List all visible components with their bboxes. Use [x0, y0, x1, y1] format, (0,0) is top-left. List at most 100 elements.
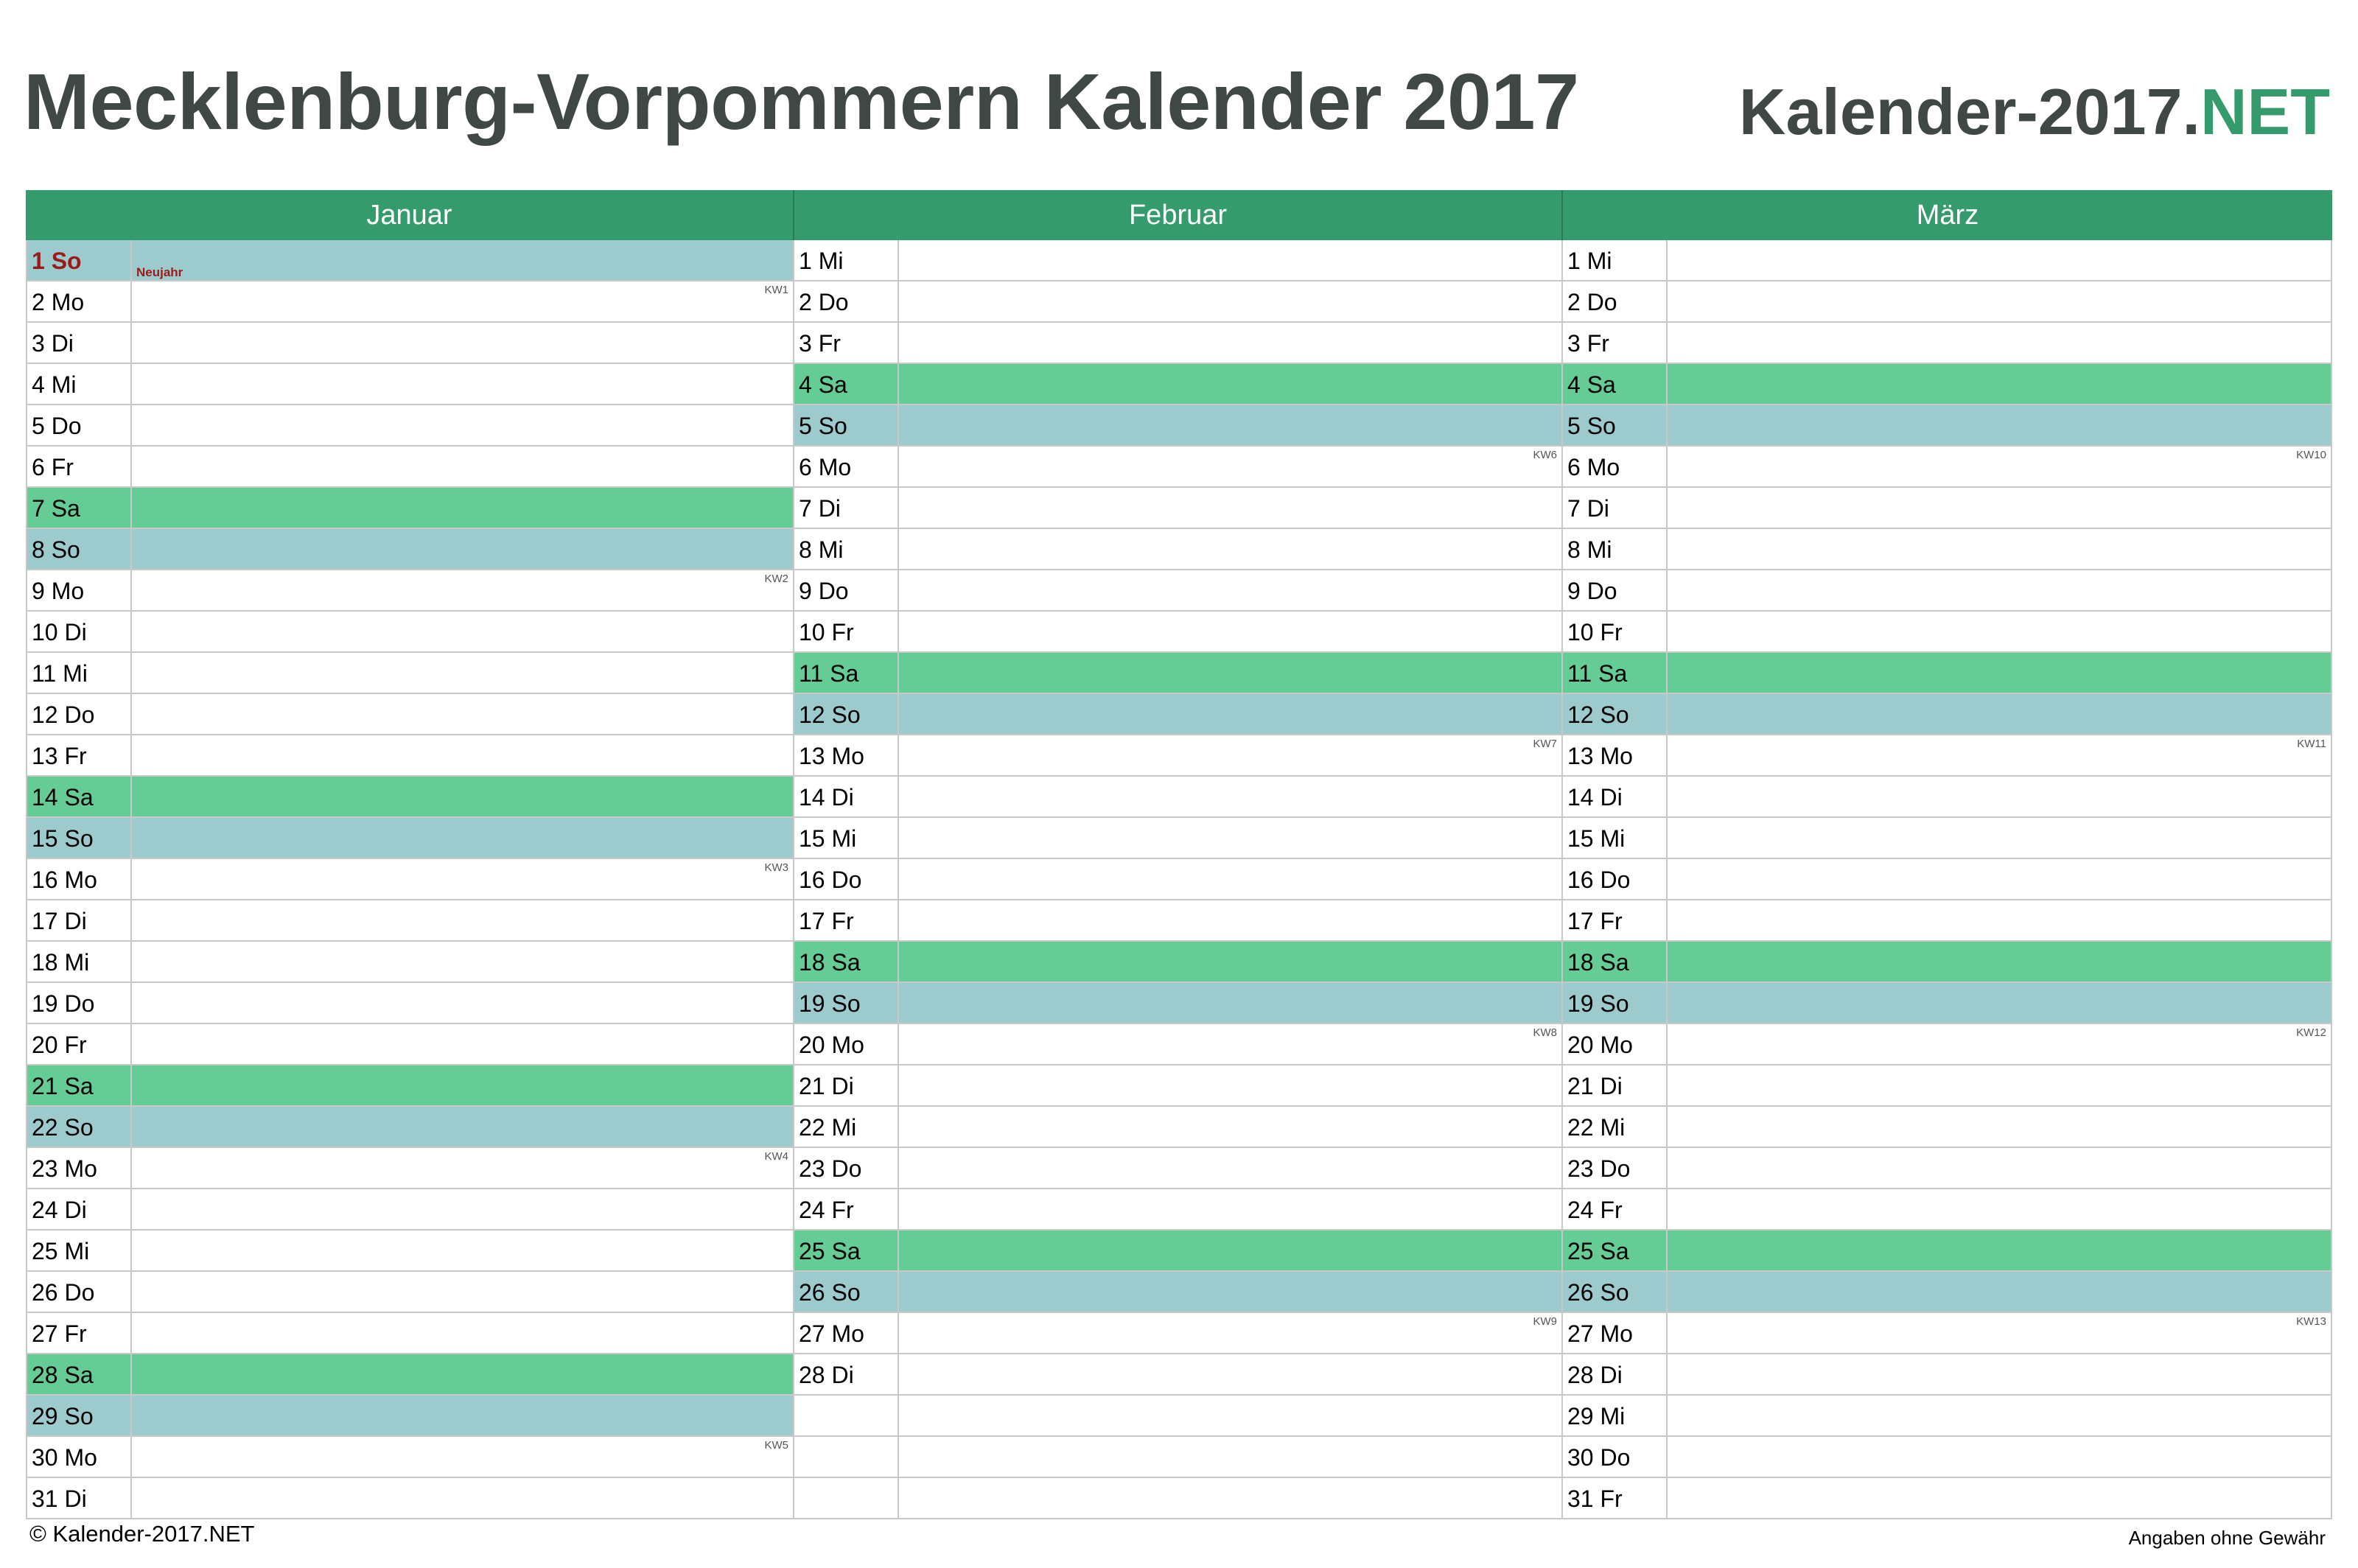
day-row: 25 Mi: [27, 1231, 793, 1272]
day-notes-cell: Neujahr: [132, 240, 793, 280]
day-row: 17 Di: [27, 900, 793, 942]
copyright-text: © Kalender-2017.NET: [29, 1521, 255, 1547]
day-label: 6 Mo: [794, 447, 899, 486]
month-days: 1 So Neujahr 2 Mo KW1 3 Di 4 Mi 5 Do 6 Fr 7 Sa 8 …: [26, 240, 794, 1519]
day-label: 6 Mo: [1563, 447, 1668, 486]
day-notes-cell: [1668, 405, 2331, 445]
month-column: Januar 1 So Neujahr 2 Mo KW1 3 Di 4 Mi 5 Do 6 Fr…: [26, 190, 794, 1519]
day-notes-cell: [132, 1272, 793, 1312]
day-notes-cell: [1668, 777, 2331, 816]
day-row: 27 Fr: [27, 1313, 793, 1354]
day-notes-cell: [132, 694, 793, 734]
day-label: 11 Mi: [27, 653, 132, 693]
day-row: 13 Mo KW11: [1563, 735, 2331, 777]
day-notes-cell: [132, 777, 793, 816]
day-row: 20 Fr: [27, 1024, 793, 1065]
day-label: 19 So: [794, 983, 899, 1023]
day-notes-cell: KW13: [1668, 1313, 2331, 1353]
day-notes-cell: [1668, 612, 2331, 651]
day-label: 14 Di: [1563, 777, 1668, 816]
week-number: KW7: [1533, 738, 1557, 750]
day-notes-cell: [899, 281, 1561, 321]
day-label: 2 Mo: [27, 281, 132, 321]
day-row: 27 Mo KW9: [794, 1313, 1561, 1354]
day-row: 15 Mi: [1563, 818, 2331, 859]
day-row: 3 Di: [27, 323, 793, 364]
week-number: KW9: [1533, 1315, 1557, 1328]
day-row: 24 Fr: [1563, 1189, 2331, 1231]
day-label: 4 Sa: [794, 364, 899, 404]
month-header: März: [1563, 190, 2332, 240]
day-row: 18 Sa: [1563, 942, 2331, 983]
day-label: 21 Di: [1563, 1065, 1668, 1105]
day-notes-cell: [132, 1478, 793, 1518]
day-label: 9 Do: [794, 570, 899, 610]
day-row: 27 Mo KW13: [1563, 1313, 2331, 1354]
day-row: 26 So: [794, 1272, 1561, 1313]
day-notes-cell: [899, 1107, 1561, 1147]
week-number: KW13: [2296, 1315, 2326, 1328]
day-label: 11 Sa: [794, 653, 899, 693]
day-label: 15 Mi: [794, 818, 899, 858]
day-notes-cell: [132, 1396, 793, 1435]
day-label: 27 Mo: [794, 1313, 899, 1353]
day-label: 23 Do: [1563, 1148, 1668, 1188]
day-notes-cell: [1668, 364, 2331, 404]
day-label: [794, 1478, 899, 1518]
day-notes-cell: [132, 942, 793, 981]
day-row: 26 Do: [27, 1272, 793, 1313]
week-number: KW12: [2296, 1026, 2326, 1039]
day-row: 28 Sa: [27, 1354, 793, 1396]
day-notes-cell: [1668, 240, 2331, 280]
day-label: 20 Mo: [1563, 1024, 1668, 1064]
day-notes-cell: KW3: [132, 859, 793, 899]
day-label: 3 Fr: [1563, 323, 1668, 363]
day-notes-cell: [132, 1231, 793, 1270]
day-label: 8 So: [27, 529, 132, 569]
day-label: 12 Do: [27, 694, 132, 734]
day-notes-cell: KW1: [132, 281, 793, 321]
day-label: 24 Fr: [794, 1189, 899, 1229]
day-notes-cell: [899, 405, 1561, 445]
day-notes-cell: KW8: [899, 1024, 1561, 1064]
week-number: KW4: [764, 1150, 788, 1163]
day-label: 30 Mo: [27, 1437, 132, 1477]
day-row: 19 So: [1563, 983, 2331, 1024]
day-row: 13 Fr: [27, 735, 793, 777]
day-row: 12 So: [794, 694, 1561, 735]
day-notes-cell: [132, 447, 793, 486]
day-notes-cell: [899, 1272, 1561, 1312]
day-notes-cell: [1668, 1231, 2331, 1270]
day-row: 10 Fr: [1563, 612, 2331, 653]
day-row: 9 Mo KW2: [27, 570, 793, 612]
day-notes-cell: [1668, 1148, 2331, 1188]
day-row: 28 Di: [794, 1354, 1561, 1396]
day-row: 10 Di: [27, 612, 793, 653]
month-days: 1 Mi 2 Do 3 Fr 4 Sa 5 So 6 Mo KW10 7 Di 8 Mi 9 Do…: [1563, 240, 2332, 1519]
day-notes-cell: KW7: [899, 735, 1561, 775]
month-days: 1 Mi 2 Do 3 Fr 4 Sa 5 So 6 Mo KW6 7 Di 8 Mi 9 Do 1…: [794, 240, 1563, 1519]
day-notes-cell: [899, 570, 1561, 610]
day-notes-cell: [899, 1065, 1561, 1105]
day-notes-cell: [899, 900, 1561, 940]
day-notes-cell: [1668, 818, 2331, 858]
day-row: 14 Sa: [27, 777, 793, 818]
day-label: 27 Fr: [27, 1313, 132, 1353]
day-label: 22 Mi: [794, 1107, 899, 1147]
day-notes-cell: [899, 529, 1561, 569]
day-label: 10 Fr: [1563, 612, 1668, 651]
day-notes-cell: [899, 1437, 1561, 1477]
day-row: 1 So Neujahr: [27, 240, 793, 281]
day-label: 15 So: [27, 818, 132, 858]
day-label: [794, 1396, 899, 1435]
day-row: [794, 1478, 1561, 1519]
day-notes-cell: [1668, 1437, 2331, 1477]
day-label: 17 Fr: [1563, 900, 1668, 940]
day-row: 30 Do: [1563, 1437, 2331, 1478]
day-notes-cell: [1668, 900, 2331, 940]
day-row: 21 Di: [794, 1065, 1561, 1107]
day-row: 9 Do: [794, 570, 1561, 612]
day-label: 21 Di: [794, 1065, 899, 1105]
day-row: 8 So: [27, 529, 793, 570]
day-label: 14 Di: [794, 777, 899, 816]
